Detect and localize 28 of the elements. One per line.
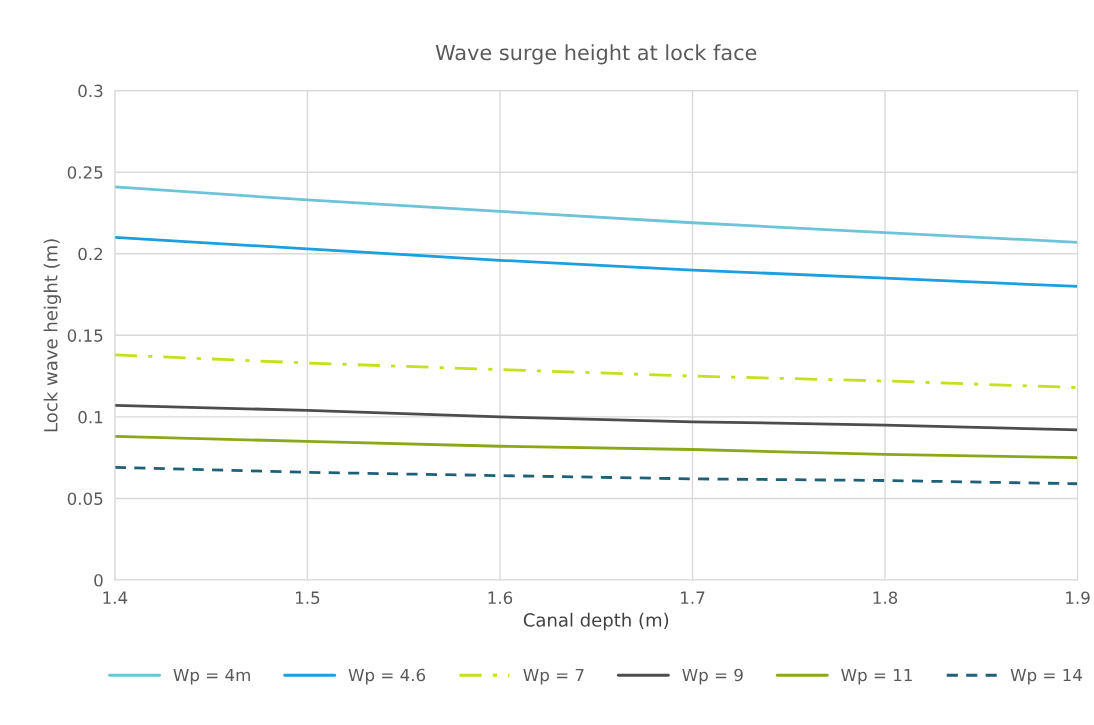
line-series [114, 353, 1078, 389]
line-series [114, 435, 1078, 460]
legend-label: Wp = 4.6 [348, 668, 426, 685]
x-tick-label: 1.6 [488, 591, 513, 605]
x-tick-label: 1.7 [681, 591, 705, 604]
x-tick-label: 1.8 [873, 591, 898, 605]
y-tick-label: 0.1 [78, 410, 103, 424]
legend-label: Wp = 4m [173, 668, 250, 685]
x-tick-label: 1.4 [103, 591, 128, 604]
line-series [114, 236, 1078, 288]
y-tick-label: 0.15 [67, 329, 103, 342]
legend-label: Wp = 11 [841, 668, 912, 685]
line-series [114, 404, 1078, 432]
y-tick-label: 0 [94, 573, 103, 587]
y-tick-label: 0.2 [78, 247, 103, 261]
y-tick-label: 0.05 [67, 492, 103, 506]
y-tick-label: 0.3 [78, 84, 103, 98]
line-series [114, 466, 1078, 486]
x-tick-label: 1.9 [1066, 591, 1090, 605]
x-axis-title: Canal depth (m) [523, 612, 669, 631]
legend-label: Wp = 14 [1010, 668, 1082, 685]
x-tick-label: 1.5 [295, 591, 320, 605]
chart-title: Wave surge height at lock face [435, 44, 757, 65]
y-tick-label: 0.25 [67, 166, 103, 179]
line-series [114, 185, 1078, 244]
legend-label: Wp = 9 [682, 668, 743, 685]
legend-label: Wp = 7 [523, 668, 584, 685]
y-axis-title: Lock wave height (m) [43, 239, 62, 432]
